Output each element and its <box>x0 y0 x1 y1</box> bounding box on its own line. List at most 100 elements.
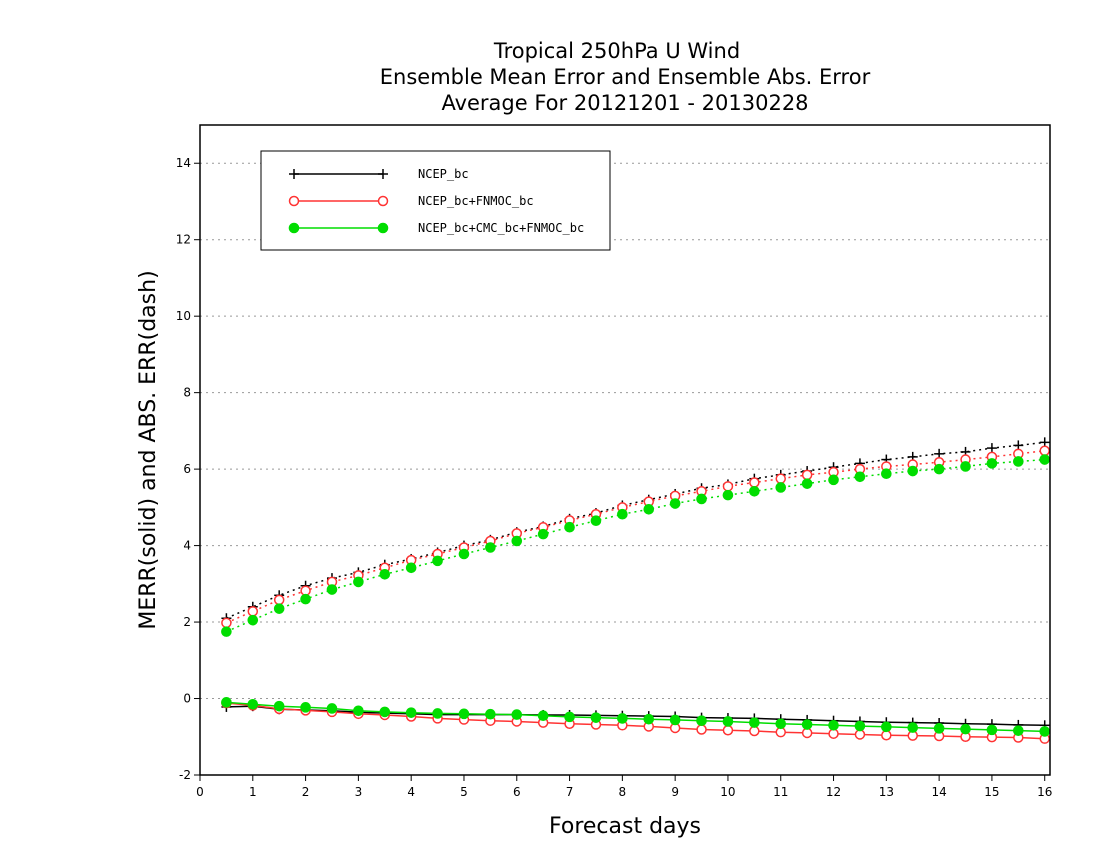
x-tick-label: 6 <box>513 785 521 799</box>
merr-point <box>933 723 945 734</box>
abs-err-point <box>300 593 311 605</box>
x-tick-label: 7 <box>566 785 574 799</box>
merr-point <box>300 702 311 713</box>
x-tick-label: 8 <box>619 785 627 799</box>
merr-line <box>226 701 1045 733</box>
abs-err-point <box>1039 445 1050 457</box>
abs-err-point <box>775 473 786 484</box>
y-tick-label: 0 <box>183 692 191 706</box>
x-tick-label: 14 <box>931 785 946 799</box>
merr-line <box>226 702 1045 740</box>
merr-point <box>458 708 470 720</box>
merr-point <box>326 703 338 714</box>
merr-point <box>986 724 998 736</box>
merr-point <box>273 700 285 712</box>
merr-point <box>854 720 866 732</box>
x-tick-label: 12 <box>826 785 841 799</box>
abs-err-point <box>696 493 707 505</box>
merr-point <box>221 697 232 708</box>
x-tick-label: 4 <box>407 785 415 799</box>
x-tick-label: 0 <box>196 785 204 799</box>
merr-point <box>828 719 839 731</box>
merr-point <box>881 721 892 733</box>
abs-err-point <box>907 465 919 477</box>
merr-point <box>749 717 760 728</box>
abs-err-point <box>881 468 892 480</box>
merr-point <box>432 708 443 719</box>
abs-err-point <box>960 461 971 472</box>
merr-point <box>1013 725 1024 736</box>
legend-marker <box>378 169 388 179</box>
y-tick-label: 2 <box>183 615 191 629</box>
x-tick-label: 5 <box>460 785 468 799</box>
y-tick-label: 12 <box>176 233 191 247</box>
abs-err-point <box>221 617 232 629</box>
legend-marker <box>288 222 300 234</box>
abs-err-point <box>801 469 813 481</box>
abs-err-point <box>669 498 681 509</box>
abs-err-point <box>326 584 338 595</box>
merr-point <box>722 716 734 727</box>
merr-point <box>801 719 813 730</box>
merr-point <box>669 714 681 726</box>
abs-err-point <box>537 528 549 540</box>
abs-err-point <box>221 626 232 637</box>
legend-marker <box>288 195 300 207</box>
legend-entry-0: NCEP_bc <box>289 167 469 181</box>
merr-point <box>722 725 734 736</box>
legend-marker <box>377 195 389 207</box>
x-tick-label: 1 <box>249 785 257 799</box>
abs-err-point <box>590 515 602 527</box>
abs-err-point <box>722 481 734 492</box>
abs-err-point <box>775 482 787 493</box>
abs-err-point <box>353 576 364 588</box>
y-tick-label: 14 <box>176 156 191 170</box>
merr-point <box>617 713 628 724</box>
x-axis-label: Forecast days <box>549 814 701 839</box>
series-2 <box>221 454 1051 737</box>
merr-point <box>511 709 523 720</box>
abs-err-point <box>1039 454 1051 465</box>
abs-err-point <box>854 471 866 483</box>
legend-label: NCEP_bc+FNMOC_bc <box>418 194 534 208</box>
y-tick-label: 10 <box>176 309 191 323</box>
merr-point <box>907 722 919 733</box>
legend-marker <box>377 222 389 234</box>
abs-err-point <box>749 477 760 488</box>
series-0 <box>221 437 1050 731</box>
y-tick-label: -2 <box>179 768 191 782</box>
abs-err-point <box>273 603 285 614</box>
merr-point <box>564 711 575 723</box>
abs-err-point <box>379 568 391 580</box>
merr-line <box>226 705 1045 727</box>
abs-err-point <box>432 555 443 567</box>
merr-point <box>353 705 364 717</box>
merr-point <box>405 707 417 718</box>
legend-entry-2: NCEP_bc+CMC_bc+FNMOC_bc <box>288 221 584 235</box>
abs-err-point <box>828 474 839 486</box>
abs-err-point <box>405 562 417 574</box>
legend-label: NCEP_bc+CMC_bc+FNMOC_bc <box>418 221 584 235</box>
abs-err-point <box>643 503 655 515</box>
legend-entry-1: NCEP_bc+FNMOC_bc <box>288 194 534 208</box>
plot-frame <box>199 124 1051 776</box>
x-tick-label: 10 <box>720 785 735 799</box>
legend-marker <box>289 169 299 179</box>
x-tick-label: 13 <box>879 785 894 799</box>
abs-err-point <box>722 489 734 501</box>
x-tick-label: 15 <box>984 785 999 799</box>
x-tick-label: 3 <box>355 785 363 799</box>
title-line-3: Average For 20121201 - 20130228 <box>441 91 808 115</box>
abs-err-point <box>458 548 470 560</box>
abs-err-point <box>617 508 628 520</box>
abs-err-point <box>986 443 997 454</box>
title-line-2: Ensemble Mean Error and Ensemble Abs. Er… <box>380 65 871 89</box>
abs-err-point <box>1013 456 1024 467</box>
merr-point <box>696 715 707 727</box>
abs-err-point <box>273 594 285 606</box>
merr-point <box>590 712 602 723</box>
merr-point <box>643 713 655 725</box>
merr-point <box>960 723 971 735</box>
abs-err-point <box>801 478 813 489</box>
